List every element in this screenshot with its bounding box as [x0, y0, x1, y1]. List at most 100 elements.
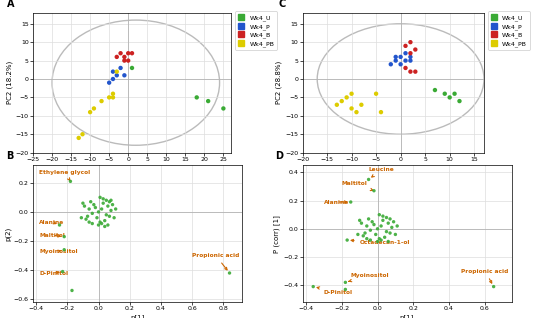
- Point: [100, 218, 109, 223]
- Point: [128, 51, 136, 56]
- Point: [90, 202, 98, 207]
- Point: [387, 225, 396, 230]
- Point: [111, 206, 120, 211]
- Point: [354, 232, 362, 237]
- X-axis label: p[1]: p[1]: [400, 314, 414, 318]
- Point: [341, 280, 350, 285]
- Point: [401, 43, 410, 48]
- Point: [377, 224, 386, 229]
- Point: [96, 219, 104, 225]
- Point: [120, 54, 129, 59]
- Point: [108, 95, 117, 100]
- Point: [396, 62, 405, 67]
- Point: [389, 219, 398, 224]
- Y-axis label: PC2 (18.2%): PC2 (18.2%): [7, 61, 13, 104]
- Point: [411, 47, 420, 52]
- Y-axis label: P (corr) [1]: P (corr) [1]: [274, 215, 280, 253]
- Point: [378, 214, 387, 219]
- X-axis label: PC1 (30.2%): PC1 (30.2%): [372, 165, 415, 171]
- Point: [384, 221, 393, 226]
- Text: A: A: [7, 0, 15, 9]
- Point: [112, 73, 121, 78]
- Text: D: D: [276, 151, 283, 161]
- Point: [128, 66, 136, 71]
- Point: [86, 110, 95, 115]
- Point: [66, 179, 75, 184]
- Point: [88, 221, 97, 226]
- Point: [68, 288, 76, 293]
- Point: [60, 234, 69, 239]
- Point: [393, 224, 402, 229]
- Point: [90, 106, 98, 111]
- Point: [74, 135, 83, 141]
- Point: [357, 102, 366, 107]
- Point: [450, 91, 459, 96]
- Point: [490, 284, 498, 289]
- Text: D-Pinitol: D-Pinitol: [317, 287, 353, 295]
- Point: [105, 214, 114, 219]
- Point: [355, 218, 364, 223]
- Point: [386, 231, 394, 236]
- Point: [116, 51, 125, 56]
- Text: B: B: [6, 151, 13, 161]
- Point: [406, 40, 415, 45]
- Point: [362, 224, 371, 229]
- Point: [371, 232, 380, 237]
- Point: [96, 195, 104, 200]
- Y-axis label: PC2 (28.8%): PC2 (28.8%): [276, 61, 283, 104]
- Point: [359, 233, 367, 238]
- Point: [370, 222, 378, 227]
- Point: [368, 219, 377, 224]
- Point: [401, 58, 410, 63]
- Point: [378, 218, 387, 223]
- Point: [86, 199, 95, 204]
- Point: [352, 110, 361, 115]
- Text: Propionic acid: Propionic acid: [192, 253, 239, 270]
- Point: [342, 95, 351, 100]
- Point: [81, 217, 90, 222]
- Point: [77, 215, 86, 220]
- Point: [382, 215, 391, 220]
- Point: [366, 228, 375, 233]
- Point: [357, 221, 366, 226]
- Point: [382, 229, 391, 234]
- Point: [455, 99, 464, 104]
- Point: [377, 238, 386, 243]
- Point: [384, 239, 393, 244]
- Point: [364, 177, 373, 182]
- Point: [332, 102, 341, 107]
- Point: [337, 99, 346, 104]
- Point: [124, 51, 133, 56]
- Point: [103, 223, 112, 228]
- Point: [83, 214, 92, 219]
- Point: [92, 215, 101, 220]
- Text: Myoinositol: Myoinositol: [349, 273, 389, 282]
- Point: [192, 95, 201, 100]
- Point: [124, 58, 133, 63]
- Point: [85, 206, 94, 211]
- Point: [406, 58, 415, 63]
- Point: [80, 204, 89, 209]
- Legend: Wk4_U, Wk4_P, Wk4_B, Wk4_PB: Wk4_U, Wk4_P, Wk4_B, Wk4_PB: [235, 11, 277, 50]
- Text: Octadecan-1-ol: Octadecan-1-ol: [351, 239, 410, 245]
- Point: [85, 219, 94, 225]
- Point: [219, 106, 228, 111]
- Text: Alanine: Alanine: [39, 220, 64, 225]
- Point: [406, 54, 415, 59]
- Point: [105, 199, 114, 204]
- Point: [347, 106, 356, 111]
- Point: [104, 95, 113, 100]
- Point: [112, 54, 121, 59]
- Point: [97, 99, 106, 104]
- Point: [120, 73, 129, 78]
- Text: Ethylene glycol: Ethylene glycol: [39, 170, 91, 181]
- Text: C: C: [279, 0, 286, 9]
- Point: [99, 196, 108, 201]
- Point: [107, 198, 116, 203]
- Point: [94, 209, 103, 214]
- Text: Leucine: Leucine: [368, 167, 394, 177]
- Point: [377, 110, 386, 115]
- Point: [370, 188, 378, 193]
- Point: [373, 239, 382, 244]
- Point: [343, 238, 351, 243]
